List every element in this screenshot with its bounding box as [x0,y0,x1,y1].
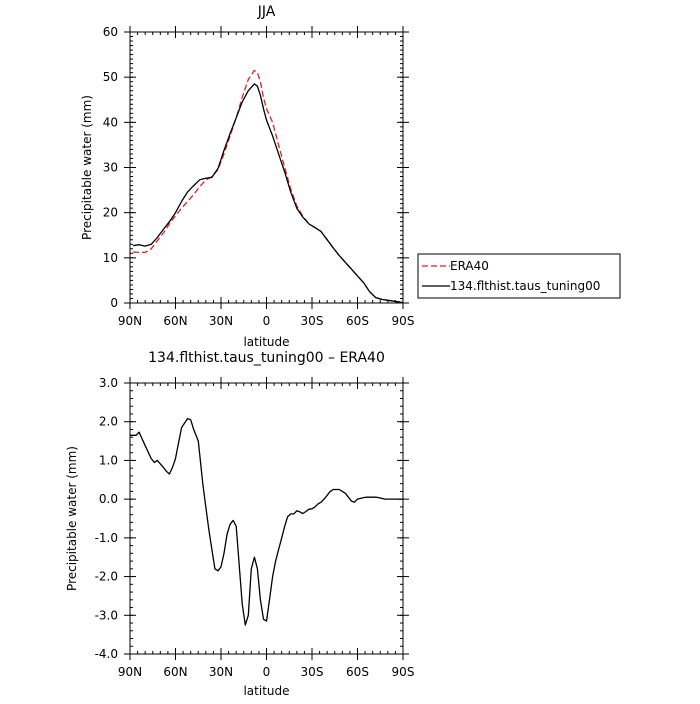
y-tick-label: 0 [110,296,118,310]
y-tick-label: -4.0 [95,647,118,661]
x-tick-label: 60N [163,314,187,328]
x-tick-label: 60S [346,665,369,679]
y-tick-label: 10 [103,251,118,265]
y-tick-label: 40 [103,115,118,129]
y-tick-label: 20 [103,206,118,220]
x-tick-label: 90S [392,314,415,328]
y-tick-label: -2.0 [95,570,118,584]
y-tick-label: 1.0 [99,453,118,467]
chart-title: JJA [257,4,276,20]
legend-label: ERA40 [450,259,489,273]
x-axis-title: latitude [243,335,289,349]
x-tick-label: 0 [263,314,271,328]
series-line-difference [130,417,403,626]
chart-panel-2: 134.flthist.taus_tuning00 – ERA40 90N 60N 3… [65,350,414,698]
chart-title: 134.flthist.taus_tuning00 – ERA40 [148,350,385,366]
x-tick-label: 30S [301,665,324,679]
y-tick-label: 2.0 [99,415,118,429]
x-tick-label: 30N [209,314,233,328]
x-tick-label: 90S [392,665,415,679]
y-tick-label: 60 [103,25,118,39]
legend-label: 134.flthist.taus_tuning00 [450,279,600,293]
plot-frame [129,382,404,655]
x-tick-label: 30S [301,314,324,328]
y-tick-label: 0.0 [99,492,118,506]
x-tick-label: 60N [163,665,187,679]
y-tick-label: 30 [103,161,118,175]
chart-panel-1: JJA 90N 60N 30N 0 30S 60S 90S 0 10 20 30 40 50 60 latit… [80,4,621,349]
y-tick-label: 50 [103,70,118,84]
x-tick-label: 30N [209,665,233,679]
x-tick-label: 60S [346,314,369,328]
x-tick-label: 90N [118,665,142,679]
y-tick-label: -3.0 [95,608,118,622]
y-tick-label: -1.0 [95,531,118,545]
series-line-era40 [132,69,404,304]
y-tick-label: 3.0 [99,376,118,390]
legend-box [417,253,621,299]
y-axis-title: Precipitable water (mm) [80,95,94,240]
series-line-134-flthist-taus-tuning00 [132,83,404,304]
y-axis-title: Precipitable water (mm) [65,446,79,591]
x-tick-label: 0 [263,665,271,679]
plot-frame [129,31,404,304]
x-axis-title: latitude [243,684,289,698]
x-tick-label: 90N [118,314,142,328]
legend: ERA40 134.flthist.taus_tuning00 [417,253,621,299]
